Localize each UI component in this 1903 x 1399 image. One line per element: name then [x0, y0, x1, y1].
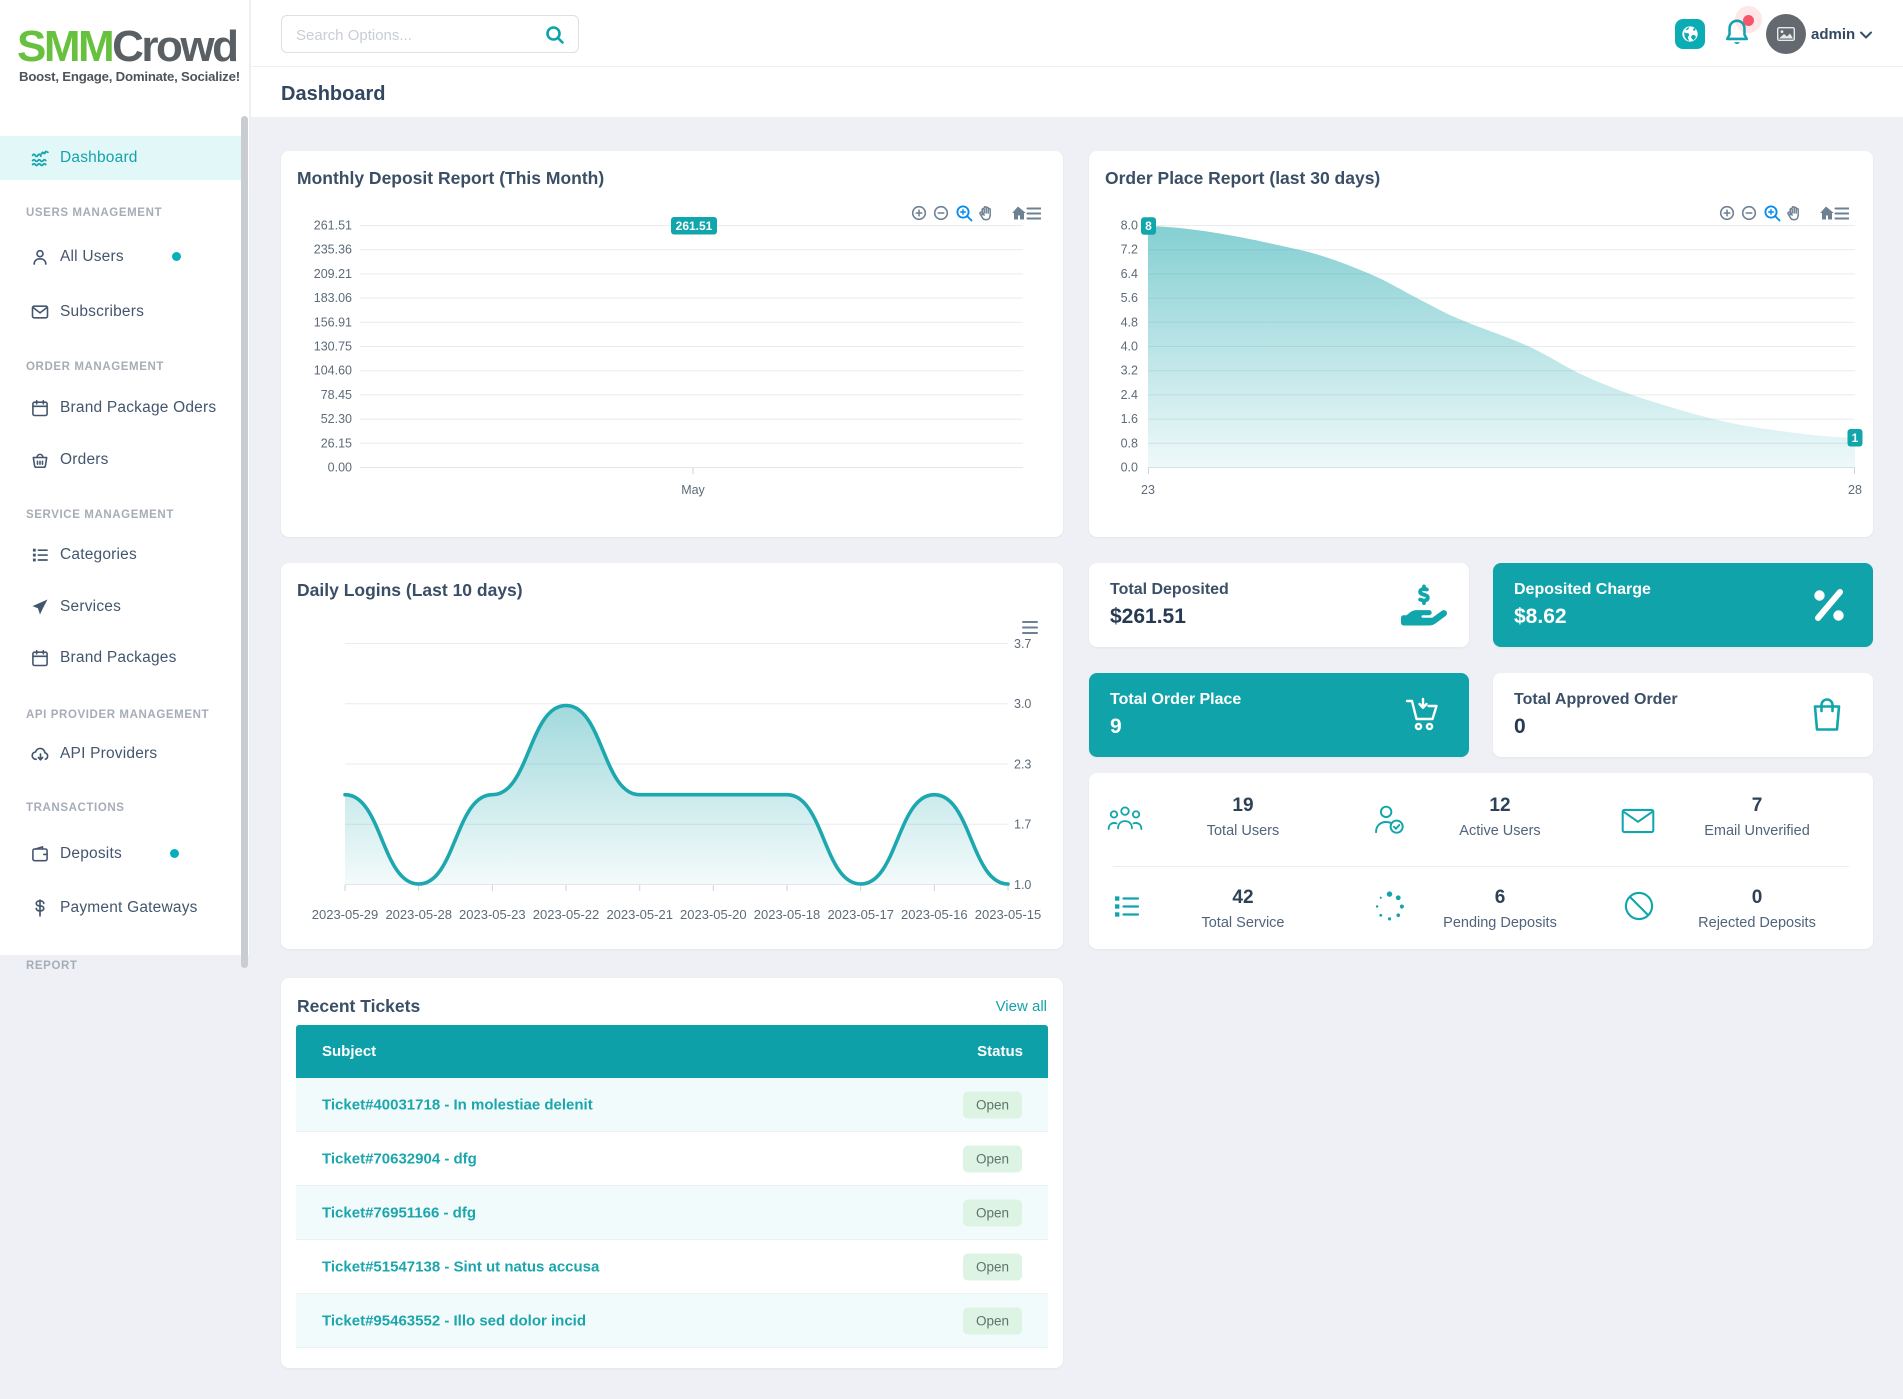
- svg-text:2023-05-15: 2023-05-15: [975, 907, 1042, 922]
- svg-text:2023-05-18: 2023-05-18: [754, 907, 821, 922]
- svg-text:3.2: 3.2: [1121, 364, 1138, 378]
- svg-text:2023-05-28: 2023-05-28: [385, 907, 452, 922]
- svg-text:2023-05-16: 2023-05-16: [901, 907, 968, 922]
- svg-text:209.21: 209.21: [314, 267, 352, 281]
- svg-text:1.7: 1.7: [1014, 818, 1031, 832]
- svg-text:2.3: 2.3: [1014, 758, 1031, 772]
- svg-text:0.8: 0.8: [1121, 436, 1138, 450]
- svg-text:28: 28: [1848, 483, 1862, 497]
- svg-text:1: 1: [1852, 431, 1859, 445]
- svg-text:104.60: 104.60: [314, 364, 352, 378]
- svg-text:8.0: 8.0: [1121, 219, 1138, 233]
- svg-text:0.0: 0.0: [1121, 461, 1138, 475]
- svg-text:235.36: 235.36: [314, 243, 352, 257]
- svg-text:26.15: 26.15: [321, 436, 352, 450]
- svg-text:2023-05-23: 2023-05-23: [459, 907, 526, 922]
- svg-text:2023-05-22: 2023-05-22: [533, 907, 600, 922]
- svg-text:2023-05-21: 2023-05-21: [606, 907, 673, 922]
- svg-text:3.7: 3.7: [1014, 637, 1031, 651]
- svg-text:52.30: 52.30: [321, 412, 352, 426]
- svg-text:0.00: 0.00: [328, 461, 352, 475]
- svg-text:5.6: 5.6: [1121, 291, 1138, 305]
- svg-text:4.0: 4.0: [1121, 340, 1138, 354]
- svg-text:183.06: 183.06: [314, 291, 352, 305]
- svg-text:261.51: 261.51: [676, 219, 713, 233]
- svg-text:261.51: 261.51: [314, 219, 352, 233]
- svg-text:8: 8: [1145, 219, 1152, 233]
- svg-text:23: 23: [1141, 483, 1155, 497]
- svg-text:2023-05-20: 2023-05-20: [680, 907, 747, 922]
- svg-text:3.0: 3.0: [1014, 697, 1031, 711]
- svg-text:2023-05-29: 2023-05-29: [312, 907, 379, 922]
- svg-text:1.6: 1.6: [1121, 412, 1138, 426]
- svg-text:1.0: 1.0: [1014, 878, 1031, 892]
- svg-text:2.4: 2.4: [1121, 388, 1138, 402]
- svg-text:7.2: 7.2: [1121, 243, 1138, 257]
- svg-text:130.75: 130.75: [314, 340, 352, 354]
- svg-text:4.8: 4.8: [1121, 315, 1138, 329]
- svg-text:6.4: 6.4: [1121, 267, 1138, 281]
- svg-text:2023-05-17: 2023-05-17: [827, 907, 894, 922]
- svg-text:78.45: 78.45: [321, 388, 352, 402]
- svg-text:May: May: [681, 483, 705, 497]
- svg-text:156.91: 156.91: [314, 315, 352, 329]
